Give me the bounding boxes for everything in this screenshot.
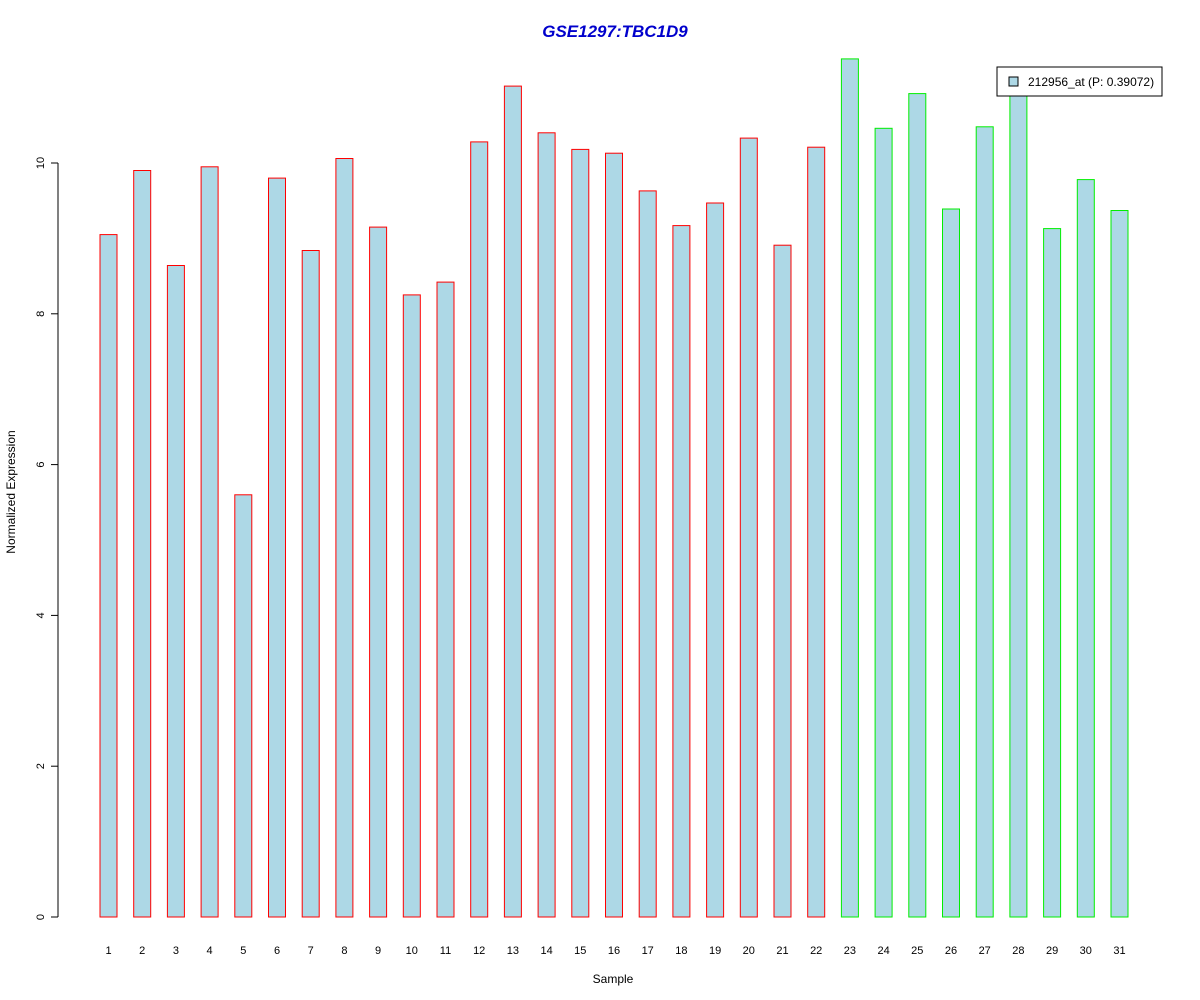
bar-sample-29 bbox=[1043, 228, 1062, 918]
y-tick-label: 2 bbox=[35, 763, 47, 769]
y-tick-label: 10 bbox=[35, 157, 47, 169]
x-tick-label: 30 bbox=[1080, 945, 1092, 957]
x-tick-label: 26 bbox=[945, 945, 957, 957]
x-tick-label: 17 bbox=[642, 945, 654, 957]
x-tick-label: 4 bbox=[207, 945, 213, 957]
x-tick-label: 19 bbox=[709, 945, 721, 957]
x-tick-label: 8 bbox=[341, 945, 347, 957]
bar-sample-27 bbox=[975, 126, 994, 918]
bar-sample-22 bbox=[807, 146, 826, 918]
x-tick-label: 12 bbox=[473, 945, 485, 957]
y-axis-label: Normalized Expression bbox=[4, 430, 18, 553]
x-tick-label: 3 bbox=[173, 945, 179, 957]
x-tick-label: 20 bbox=[743, 945, 755, 957]
bar-sample-11 bbox=[436, 281, 455, 918]
x-tick-label: 22 bbox=[810, 945, 822, 957]
x-axis-label: Sample bbox=[593, 972, 634, 986]
x-tick-label: 16 bbox=[608, 945, 620, 957]
bar-sample-18 bbox=[672, 225, 691, 918]
x-tick-label: 23 bbox=[844, 945, 856, 957]
legend-label: 212956_at (P: 0.39072) bbox=[1028, 75, 1154, 89]
x-tick-label: 27 bbox=[979, 945, 991, 957]
bar-sample-19 bbox=[706, 202, 725, 918]
bar-sample-8 bbox=[335, 158, 354, 918]
bar-sample-10 bbox=[402, 294, 421, 918]
bar-sample-16 bbox=[605, 152, 623, 918]
bar-sample-2 bbox=[133, 170, 152, 918]
x-tick-label: 10 bbox=[406, 945, 418, 957]
chart-title: GSE1297:TBC1D9 bbox=[542, 22, 688, 41]
x-tick-label: 28 bbox=[1012, 945, 1024, 957]
bar-sample-26 bbox=[942, 208, 960, 918]
x-tick-label: 24 bbox=[877, 945, 889, 957]
x-tick-label: 2 bbox=[139, 945, 145, 957]
x-tick-label: 21 bbox=[776, 945, 788, 957]
bar-sample-1 bbox=[99, 234, 118, 918]
x-tick-label: 5 bbox=[240, 945, 246, 957]
x-tick-label: 9 bbox=[375, 945, 381, 957]
x-tick-label: 13 bbox=[507, 945, 519, 957]
x-tick-label: 14 bbox=[540, 945, 552, 957]
bar-sample-6 bbox=[268, 177, 286, 918]
bar-sample-21 bbox=[773, 244, 792, 918]
x-tick-label: 29 bbox=[1046, 945, 1058, 957]
x-tick-label: 1 bbox=[105, 945, 111, 957]
x-tick-label: 11 bbox=[440, 945, 451, 957]
bar-sample-24 bbox=[874, 127, 893, 918]
bar-sample-17 bbox=[638, 190, 657, 918]
y-tick-label: 0 bbox=[35, 914, 47, 920]
y-tick-label: 6 bbox=[35, 462, 47, 468]
bar-sample-12 bbox=[470, 141, 489, 918]
bar-sample-7 bbox=[301, 250, 320, 918]
y-axis: 0 2 4 6 8 10 bbox=[35, 157, 59, 920]
bar-sample-28 bbox=[1009, 88, 1028, 918]
legend-swatch bbox=[1008, 76, 1019, 87]
bar-sample-31 bbox=[1110, 210, 1129, 918]
bar-sample-4 bbox=[200, 166, 219, 918]
legend-box bbox=[996, 66, 1163, 97]
bar-sample-14 bbox=[537, 132, 556, 918]
bar-sample-5 bbox=[234, 494, 253, 918]
bar-sample-23 bbox=[840, 58, 859, 918]
bar-sample-13 bbox=[503, 85, 522, 918]
bar-sample-9 bbox=[369, 226, 388, 918]
bar-sample-3 bbox=[166, 265, 185, 918]
x-tick-label: 7 bbox=[308, 945, 314, 957]
legend: 212956_at (P: 0.39072) bbox=[996, 66, 1163, 97]
y-tick-label: 8 bbox=[35, 311, 47, 317]
bar-sample-25 bbox=[908, 93, 927, 918]
x-tick-label: 25 bbox=[911, 945, 923, 957]
x-tick-label: 18 bbox=[675, 945, 687, 957]
bars bbox=[99, 58, 1129, 918]
bar-sample-15 bbox=[571, 148, 590, 918]
x-tick-label: 31 bbox=[1113, 945, 1125, 957]
x-tick-label: 15 bbox=[574, 945, 586, 957]
x-tick-label: 6 bbox=[274, 945, 280, 957]
bar-sample-20 bbox=[739, 137, 758, 918]
x-tick-labels: 1 2 3 4 5 6 7 8 9 10 11 12 13 14 15 16 17 18 19 20 21 22 23 24 2… bbox=[105, 945, 1125, 957]
bar-sample-30 bbox=[1076, 179, 1095, 918]
y-tick-label: 4 bbox=[35, 612, 47, 618]
